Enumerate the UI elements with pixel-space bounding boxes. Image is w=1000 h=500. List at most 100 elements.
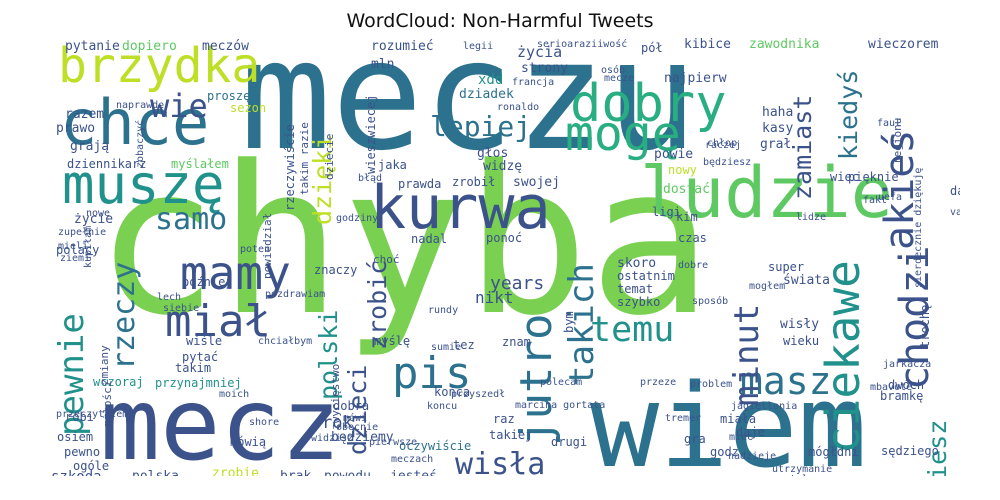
cloud-word: pis [392,348,472,399]
cloud-word: nadzieje [728,451,777,462]
cloud-word: moich [219,389,250,400]
cloud-word: rzeczywiście [283,124,297,211]
cloud-word: ostatnim [617,269,675,283]
cloud-word: jesteś [390,470,437,476]
cloud-word: temat [617,282,654,296]
cloud-word: ponoć [486,231,523,245]
cloud-word: myślę [374,334,411,348]
cloud-word: rozumieć [371,39,434,54]
cloud-word: mln [371,57,395,72]
cloud-word: brak [280,470,311,476]
cloud-word: prawda [398,177,442,191]
cloud-word: przeze [640,377,677,388]
cloud-word: wiśle [186,334,223,348]
cloud-word: zmiany [98,345,111,385]
cloud-word: jarkacza [883,359,932,370]
cloud-word: rzeczy [107,261,142,370]
cloud-word: wiem [590,360,867,477]
cloud-word: chłop [707,138,738,149]
cloud-word: meczu [240,38,698,184]
cloud-word: minut [727,303,767,406]
cloud-word: godziny [336,213,379,224]
cloud-word: daje [736,425,765,439]
cloud-word: kibice [684,38,731,52]
cloud-word: miał [165,296,271,347]
cloud-word: dziecie [323,133,336,180]
cloud-word: pytać [182,350,219,364]
cloud-word: powodu [324,470,371,476]
cloud-word: serioaraziiwość [537,39,628,50]
cloud-word: sumie [431,342,462,353]
cloud-word: tez [453,338,475,352]
cloud-word: dobre [678,260,709,271]
cloud-word: mógłdni [808,445,859,459]
cloud-word: razem [65,107,105,122]
cloud-word: takim [175,361,212,375]
cloud-word: skoro [617,256,657,271]
cloud-word: zobaczyć [135,119,146,168]
cloud-word: godz [710,445,739,459]
cloud-word: kurwa [370,173,551,243]
cloud-word: pół [641,41,663,55]
cloud-word: kiedyś [834,69,863,160]
cloud-word: wieszwiecej [364,94,378,174]
cloud-word: bym [562,311,576,333]
cloud-word: dobra [333,399,370,413]
cloud-word: grał [760,137,792,152]
cloud-word: świata [783,273,830,288]
cloud-word: swojej [513,175,560,190]
cloud-word: miec [729,432,754,443]
cloud-word: wieczorem [868,38,939,52]
cloud-word: kasy [762,121,794,136]
cloud-word: meczach [391,454,434,465]
cloud-word: obecnie [336,422,379,433]
cloud-word: zawodnika [749,38,820,52]
cloud-word: nikt [475,288,514,307]
cloud-word: mogłem [749,281,786,292]
cloud-word: wisła [455,447,546,477]
cloud-word: wisły [780,317,820,332]
cloud-word: takim razie [298,122,311,195]
cloud-word: ciekawe [816,260,870,454]
cloud-word: faul [877,118,902,129]
cloud-word: poten [240,244,271,255]
cloud-word: szybko [617,295,661,309]
cloud-word: sędziego [881,444,939,458]
cloud-word: osiem [57,430,94,444]
cloud-word: mówią [230,435,267,449]
cloud-word: myślałem [171,157,229,171]
cloud-word: utrzymanie [772,464,833,475]
cloud-word: mamy [180,246,291,300]
cloud-word: var [950,207,960,218]
cloud-word: miłości [101,380,114,427]
cloud-word: zrobię [212,466,259,476]
cloud-word: xdd [478,72,504,88]
cloud-word: wczoraj [93,375,144,389]
cloud-word: fakt [863,195,888,206]
cloud-word: rok [322,413,353,433]
cloud-word: robi [65,410,94,424]
wordcloud-title: WordCloud: Non-Harmful Tweets [346,10,654,32]
cloud-word: polska [132,470,179,476]
cloud-word: raczej [705,140,742,151]
cloud-word: francja [512,77,555,88]
cloud-word: błąd [358,173,383,184]
cloud-word: chciałbym [258,336,313,347]
cloud-word: strony [521,61,568,76]
cloud-word: pozdrawiam [265,289,326,300]
cloud-word: oczywiście [399,439,472,453]
cloud-word: lidze [796,212,827,223]
cloud-word: choć [373,253,400,266]
cloud-word: bramkę [880,389,924,403]
cloud-word: nowe [86,208,111,219]
cloud-word: problem [690,379,733,390]
cloud-word: mówi [343,413,368,424]
cloud-word: dziennikarz [67,157,147,171]
cloud-word: przyszedł [451,389,506,400]
cloud-word: zupełnie [58,227,107,238]
cloud-word: jaka [378,158,407,172]
cloud-word: prawo [56,121,96,136]
cloud-word: ziemi [60,253,91,264]
cloud-word: lepiej [430,110,532,143]
cloud-word: będziesz [703,157,752,168]
